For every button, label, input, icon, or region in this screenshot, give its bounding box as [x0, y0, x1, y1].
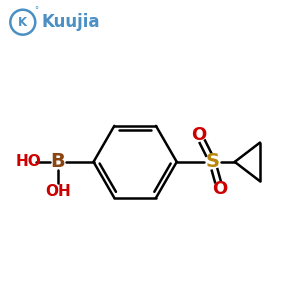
Text: O: O	[212, 180, 227, 198]
Text: Kuujia: Kuujia	[42, 13, 100, 31]
Text: OH: OH	[45, 184, 71, 199]
Text: O: O	[191, 126, 207, 144]
Text: S: S	[206, 152, 219, 171]
Text: B: B	[50, 152, 65, 171]
Text: K: K	[18, 16, 27, 29]
Text: HO: HO	[15, 154, 41, 169]
Text: °: °	[34, 6, 38, 15]
